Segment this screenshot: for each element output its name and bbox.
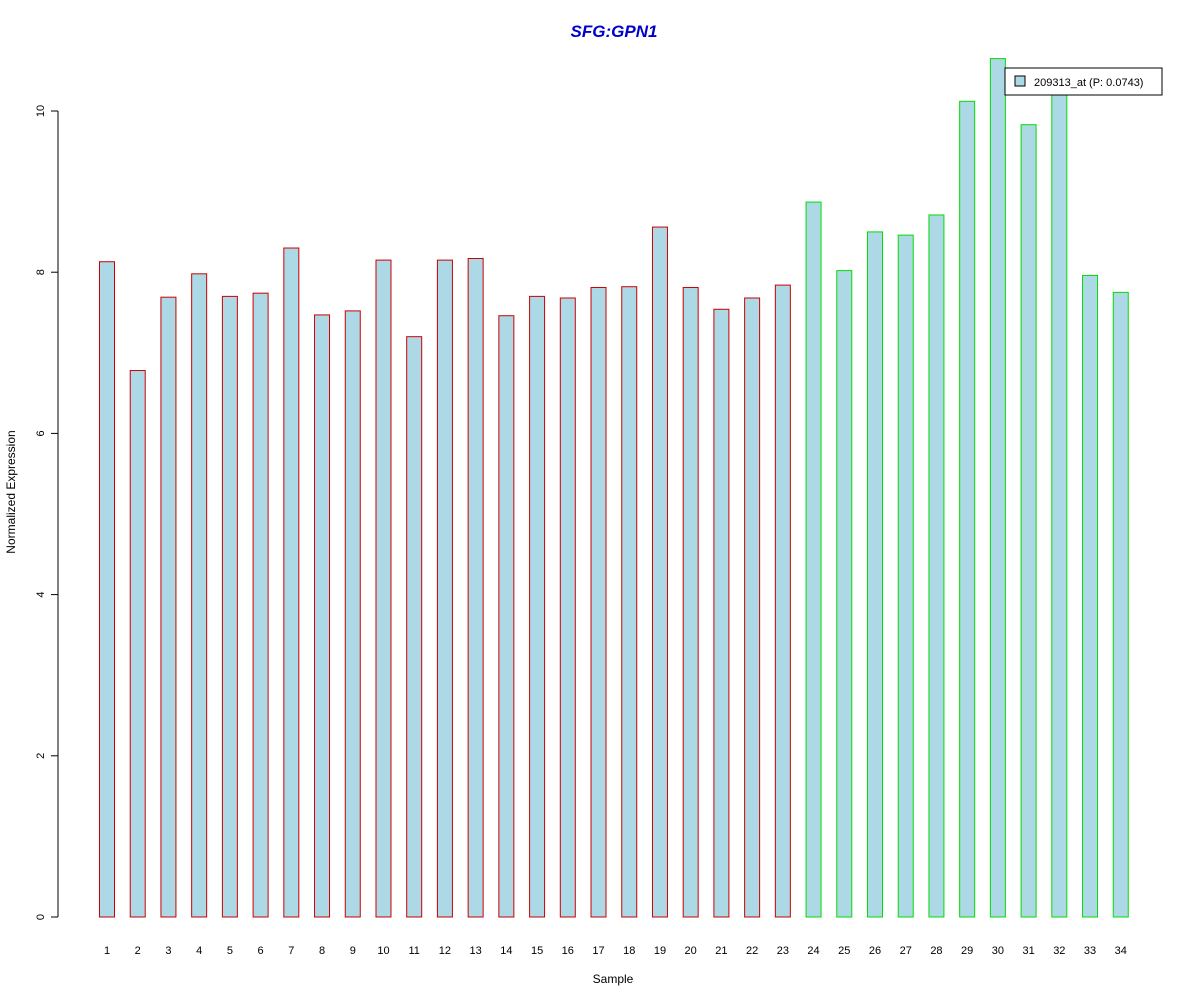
y-tick-label: 4: [35, 592, 47, 598]
chart-title: SFG:GPN1: [571, 22, 658, 41]
bar-sample-31: [1020, 124, 1037, 918]
bar-sample-23: [774, 284, 791, 918]
bar-sample-20: [682, 287, 699, 918]
x-tick-label: 7: [288, 945, 294, 957]
x-tick-label: 16: [562, 945, 574, 957]
bar-sample-30: [989, 58, 1006, 918]
bar-sample-9: [344, 310, 361, 918]
x-tick-label: 28: [930, 945, 942, 957]
bar-sample-14: [498, 315, 515, 918]
bar-sample-26: [867, 231, 883, 918]
bar-sample-1: [99, 261, 115, 918]
bar-sample-29: [959, 100, 976, 918]
x-tick-label: 18: [623, 945, 635, 957]
x-tick-label: 32: [1053, 945, 1065, 957]
x-tick-label: 6: [258, 945, 264, 957]
x-tick-label: 14: [500, 945, 512, 957]
bar-sample-28: [928, 214, 945, 918]
bar-sample-2: [129, 370, 146, 918]
bar-sample-12: [436, 259, 453, 918]
x-tick-label: 2: [135, 945, 141, 957]
y-tick-label: 8: [35, 269, 47, 275]
bar-sample-5: [221, 295, 238, 918]
bar-sample-6: [252, 292, 269, 918]
bar-sample-3: [160, 296, 177, 918]
x-tick-label: 12: [439, 945, 451, 957]
x-tick-labels: 1 2 3 4 5 6 7 8 9 10 11 12 13 14 15 16 17 18 19 20 21 22 23 24 2…: [104, 945, 1127, 957]
x-tick-label: 10: [377, 945, 389, 957]
bar-sample-21: [713, 308, 730, 918]
bar-sample-34: [1112, 291, 1129, 918]
bar-sample-16: [559, 297, 576, 918]
bar-sample-17: [590, 287, 607, 918]
x-tick-label: 15: [531, 945, 543, 957]
bar-sample-24: [805, 201, 822, 918]
y-axis: 0 2 4 6 8 10: [35, 105, 59, 920]
bar-sample-27: [897, 234, 914, 918]
bars: [99, 58, 1129, 918]
x-tick-label: 27: [900, 945, 912, 957]
x-tick-label: 31: [1022, 945, 1034, 957]
x-tick-label: 24: [807, 945, 819, 957]
x-tick-label: 30: [992, 945, 1004, 957]
x-tick-label: 21: [715, 945, 727, 957]
x-tick-label: 22: [746, 945, 758, 957]
legend-swatch: [1014, 75, 1026, 87]
x-tick-label: 34: [1115, 945, 1127, 957]
legend-label: 209313_at (P: 0.0743): [1034, 77, 1143, 89]
bar-sample-33: [1082, 274, 1099, 918]
x-tick-label: 33: [1084, 945, 1096, 957]
legend-box: [1004, 67, 1163, 96]
bar-sample-15: [529, 295, 546, 918]
bar-sample-18: [621, 286, 638, 918]
x-tick-label: 29: [961, 945, 973, 957]
x-tick-label: 17: [592, 945, 604, 957]
x-tick-label: 25: [838, 945, 850, 957]
x-tick-label: 3: [165, 945, 171, 957]
x-tick-label: 13: [470, 945, 482, 957]
x-tick-label: 4: [196, 945, 202, 957]
y-tick-label: 2: [35, 753, 47, 759]
bar-sample-25: [836, 270, 853, 918]
x-tick-label: 9: [350, 945, 356, 957]
x-tick-label: 11: [408, 945, 419, 957]
x-tick-label: 1: [104, 945, 110, 957]
bar-sample-11: [406, 336, 423, 918]
bar-sample-19: [651, 226, 668, 918]
x-tick-label: 20: [685, 945, 697, 957]
y-tick-label: 10: [35, 105, 47, 117]
y-tick-label: 0: [35, 914, 47, 920]
bar-sample-4: [191, 273, 208, 918]
bar-sample-8: [314, 314, 331, 918]
x-tick-label: 26: [869, 945, 881, 957]
bar-sample-32: [1051, 92, 1068, 918]
x-tick-label: 23: [777, 945, 789, 957]
x-axis-label: Sample: [593, 972, 634, 986]
bar-sample-10: [375, 259, 392, 918]
x-tick-label: 5: [227, 945, 233, 957]
x-tick-label: 19: [654, 945, 666, 957]
legend: 209313_at (P: 0.0743): [1004, 67, 1163, 96]
bar-sample-7: [283, 247, 300, 918]
bar-sample-13: [467, 257, 484, 918]
y-axis-label: Normalized Expression: [4, 430, 18, 553]
bar-sample-22: [744, 297, 761, 918]
y-tick-label: 6: [35, 430, 47, 436]
x-tick-label: 8: [319, 945, 325, 957]
